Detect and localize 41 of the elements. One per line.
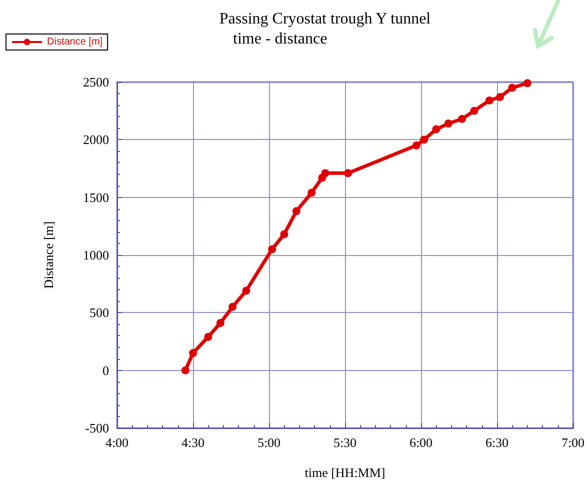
chart-title: Passing Cryostat trough Y tunnel	[219, 10, 432, 28]
x-tick-label: 5:30	[333, 435, 357, 450]
y-tick-label: -500	[85, 420, 109, 436]
point	[204, 332, 212, 341]
legend-label: Distance [m]	[47, 36, 103, 48]
point	[523, 79, 532, 88]
chart-subtitle: time - distance	[233, 30, 328, 48]
point	[470, 106, 478, 115]
point	[485, 96, 494, 104]
x-tick-label: 7:00	[561, 435, 585, 450]
y-tick-label: 0	[102, 362, 109, 378]
point	[458, 114, 466, 123]
point	[321, 169, 330, 178]
point	[280, 230, 288, 238]
point	[292, 207, 300, 216]
point	[432, 125, 440, 134]
x-axis-title: time [HH:MM]	[304, 465, 386, 480]
point	[228, 302, 237, 311]
y-tick-label: 500	[90, 305, 109, 320]
x-tick-label: 4:00	[105, 435, 129, 450]
point	[216, 319, 224, 328]
point	[308, 188, 316, 197]
y-tick-label: 2000	[83, 132, 109, 148]
point	[181, 366, 190, 374]
y-tick-label: 1500	[83, 190, 109, 205]
x-tick-label: 4:30	[181, 435, 205, 450]
point	[344, 169, 352, 178]
x-tick-label: 6:30	[485, 435, 509, 450]
point	[496, 92, 504, 101]
point	[508, 84, 516, 92]
y-axis-title: Distance [m]	[41, 221, 56, 289]
point	[420, 136, 428, 144]
point	[412, 141, 420, 150]
x-tick-label: 5:00	[257, 435, 281, 450]
y-tick-label: 1000	[83, 248, 109, 262]
point	[444, 120, 452, 128]
x-tick-label: 6:00	[409, 435, 433, 450]
point	[242, 286, 250, 295]
point	[268, 245, 276, 254]
point	[189, 349, 197, 358]
y-tick-label: 2500	[83, 74, 109, 90]
